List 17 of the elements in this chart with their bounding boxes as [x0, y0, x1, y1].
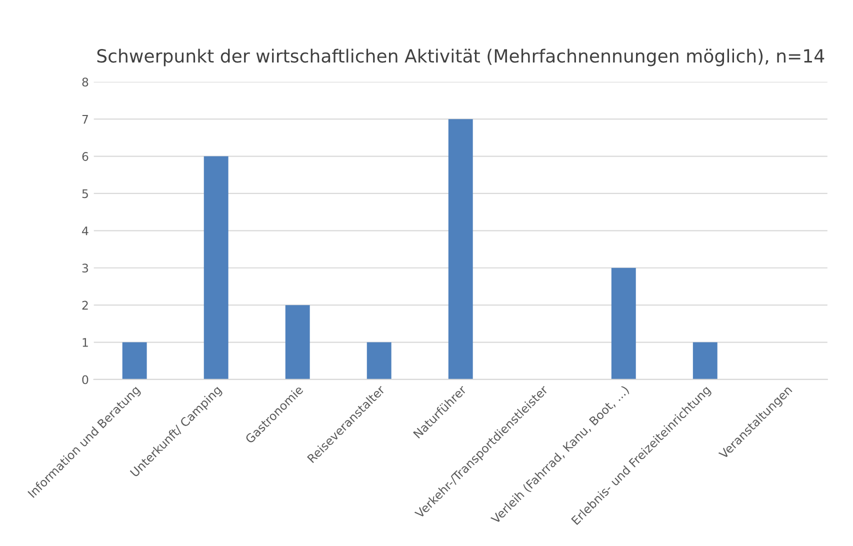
bar — [204, 156, 228, 380]
bar — [122, 342, 147, 380]
y-tick-label: 0 — [82, 375, 88, 384]
y-tick-label: 5 — [82, 189, 88, 198]
y-tick-label: 8 — [82, 78, 88, 87]
bar — [692, 342, 718, 380]
chart-title: Schwerpunkt der wirtschaftlichen Aktivität (Mehrfachnennungen möglich), n=14 — [97, 48, 824, 66]
bar — [448, 119, 473, 380]
bar — [285, 305, 310, 380]
y-tick-label: 6 — [82, 152, 88, 161]
y-tick-label: 1 — [82, 338, 88, 347]
bar — [611, 268, 636, 380]
bar — [366, 342, 392, 380]
y-tick-label: 4 — [82, 226, 88, 236]
y-tick-label: 7 — [82, 114, 88, 124]
y-tick-label: 3 — [82, 264, 88, 273]
y-tick-label: 2 — [82, 300, 88, 310]
